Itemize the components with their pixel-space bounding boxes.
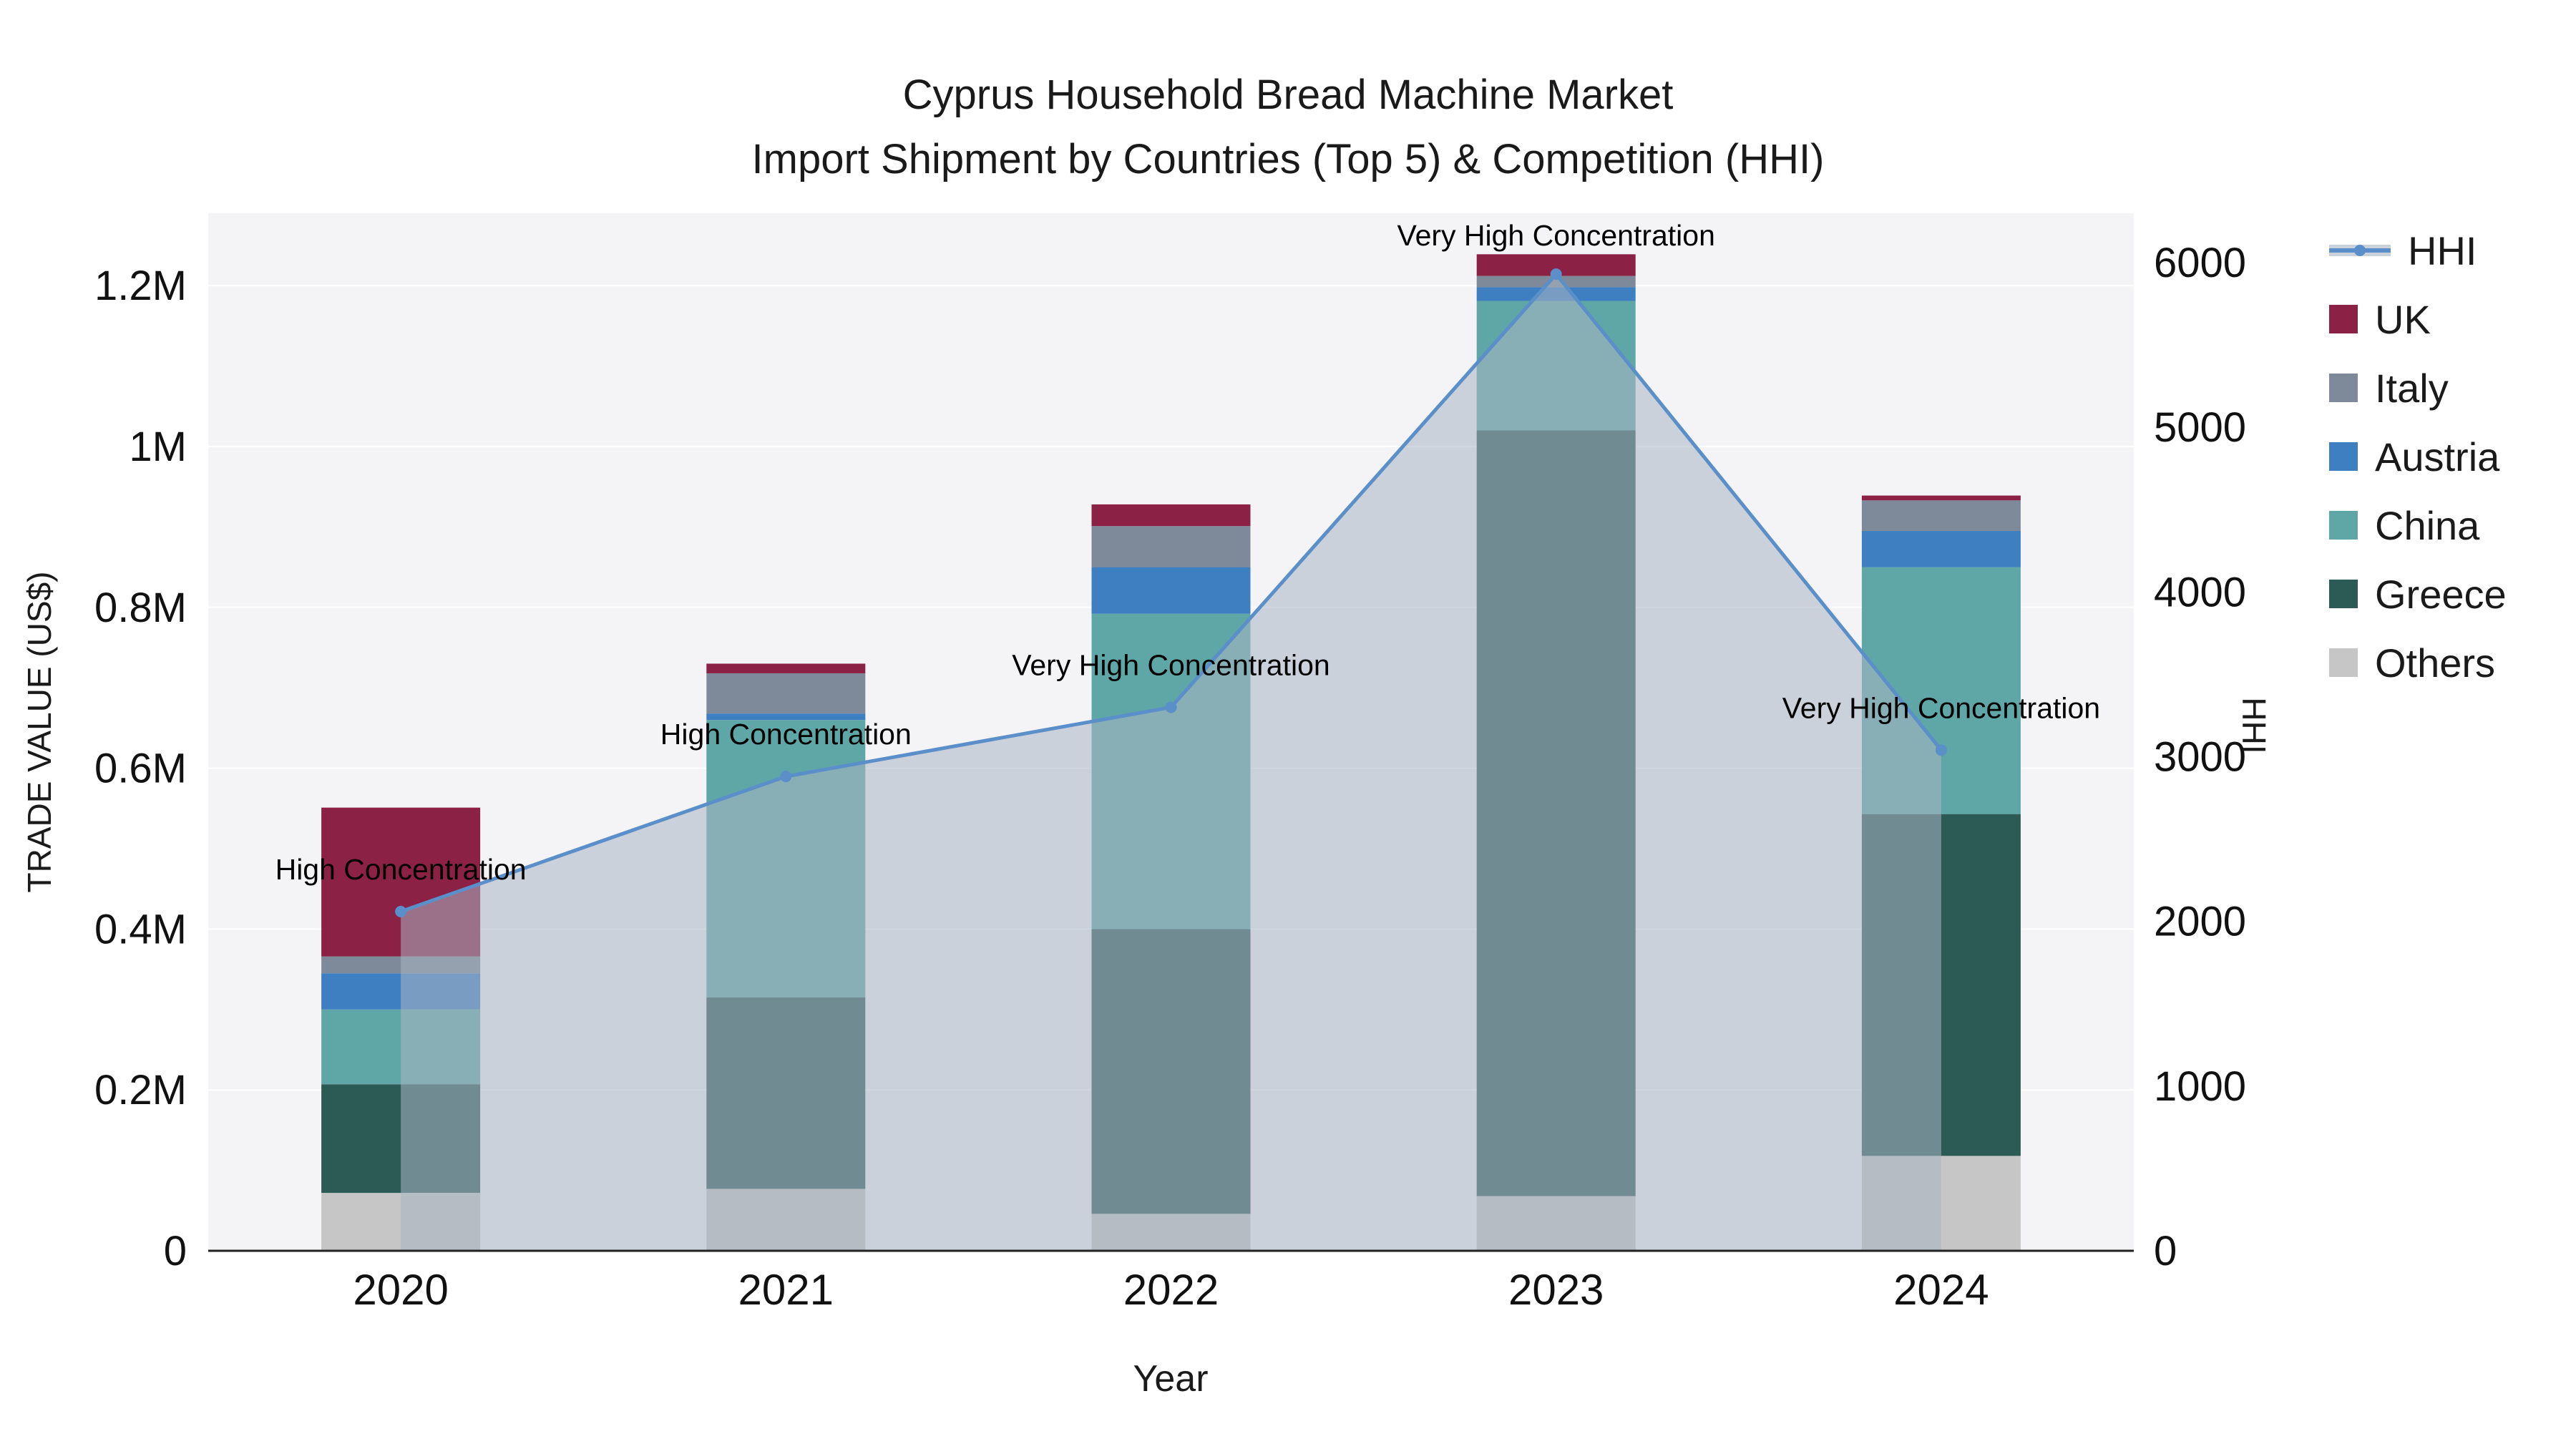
legend-label-china: China (2375, 502, 2480, 548)
legend-item-uk[interactable]: UK (2329, 297, 2507, 342)
bar-segment-uk-2022[interactable] (1091, 504, 1251, 527)
right-tick-label: 4000 (2154, 569, 2246, 615)
x-tick-label-2020: 2020 (353, 1266, 448, 1314)
legend-swatch-uk (2329, 305, 2358, 333)
bar-segment-italy-2022[interactable] (1091, 526, 1251, 567)
hhi-marker-2020[interactable] (395, 905, 407, 917)
chart-title: Cyprus Household Bread Machine Market Im… (752, 63, 1825, 192)
left-tick-label: 0.6M (94, 746, 187, 792)
x-tick-label-2023: 2023 (1508, 1266, 1604, 1314)
right-tick-label: 6000 (2154, 240, 2246, 286)
legend-item-greece[interactable]: Greece (2329, 572, 2507, 617)
annotation-2020: High Concentration (275, 853, 527, 886)
legend-item-italy[interactable]: Italy (2329, 365, 2507, 411)
legend-label-others: Others (2375, 640, 2496, 686)
hhi-marker-2024[interactable] (1935, 744, 1947, 756)
x-tick-label-2024: 2024 (1893, 1266, 1989, 1314)
legend-swatch-greece (2329, 580, 2358, 608)
bar-segment-austria-2024[interactable] (1861, 530, 2021, 567)
legend-swatch-others (2329, 648, 2358, 677)
right-tick-label: 0 (2154, 1228, 2177, 1274)
legend-label-hhi: HHI (2408, 228, 2477, 273)
bar-segment-uk-2024[interactable] (1861, 495, 2021, 501)
hhi-area (401, 274, 1941, 1252)
right-tick-label: 3000 (2154, 734, 2246, 781)
legend-swatch-austria (2329, 442, 2358, 471)
hhi-marker-2023[interactable] (1550, 268, 1562, 280)
right-tick-label: 2000 (2154, 899, 2246, 945)
left-tick-label: 1.2M (94, 263, 187, 309)
legend-item-china[interactable]: China (2329, 503, 2507, 548)
legend-swatch-china (2329, 511, 2358, 540)
hhi-marker-2021[interactable] (780, 771, 792, 783)
x-tick-label-2022: 2022 (1123, 1266, 1219, 1314)
left-tick-label: 0.2M (94, 1067, 187, 1113)
left-tick-label: 1M (129, 424, 187, 470)
right-tick-label: 1000 (2154, 1063, 2246, 1110)
left-axis-title: TRADE VALUE (US$) (21, 571, 58, 893)
hhi-marker-swatch (2354, 245, 2366, 256)
right-axis-title: HHI (2235, 697, 2273, 754)
bar-segment-uk-2021[interactable] (706, 663, 866, 673)
bar-segment-austria-2022[interactable] (1091, 567, 1251, 614)
legend-item-hhi[interactable]: HHI (2329, 228, 2507, 273)
legend-item-others[interactable]: Others (2329, 640, 2507, 686)
legend-label-greece: Greece (2375, 571, 2507, 617)
x-axis-title: Year (1133, 1358, 1209, 1400)
x-tick-label-2021: 2021 (738, 1266, 834, 1314)
annotation-2021: High Concentration (660, 718, 912, 751)
chart-title-line1: Cyprus Household Bread Machine Market (902, 72, 1674, 118)
left-tick-label: 0 (164, 1228, 187, 1274)
hhi-line-legend-icon (2329, 236, 2391, 265)
legend-item-austria[interactable]: Austria (2329, 434, 2507, 479)
hhi-marker-2022[interactable] (1165, 701, 1177, 713)
annotation-2023: Very High Concentration (1397, 219, 1714, 252)
right-tick-label: 5000 (2154, 404, 2246, 451)
annotation-2022: Very High Concentration (1012, 648, 1330, 681)
legend-swatch-italy (2329, 374, 2358, 402)
left-tick-label: 0.8M (94, 585, 187, 631)
left-tick-label: 0.4M (94, 906, 187, 952)
legend-label-italy: Italy (2375, 365, 2449, 411)
annotation-2024: Very High Concentration (1782, 691, 2100, 724)
bar-segment-italy-2024[interactable] (1861, 500, 2021, 531)
legend-label-austria: Austria (2375, 434, 2500, 479)
legend-label-uk: UK (2375, 296, 2431, 342)
chart-title-line2: Import Shipment by Countries (Top 5) & C… (751, 135, 1825, 182)
bar-segment-italy-2021[interactable] (706, 673, 866, 714)
bar-segment-austria-2021[interactable] (706, 713, 866, 721)
legend: HHI UK Italy Austria China Greece Others (2329, 228, 2507, 711)
